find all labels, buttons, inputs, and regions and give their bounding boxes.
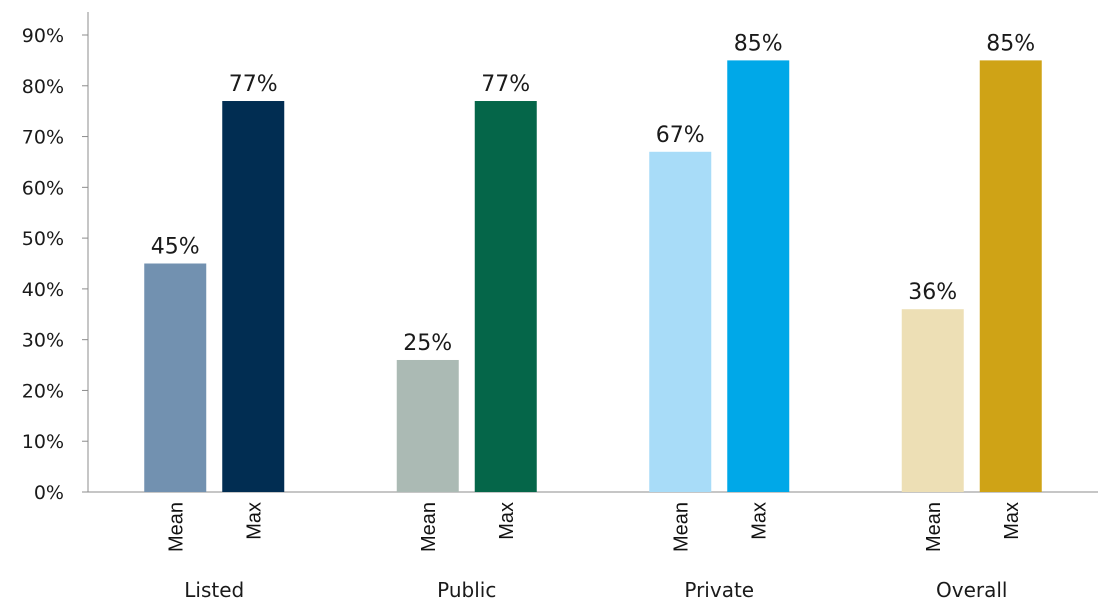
group-label: Listed [184,578,244,602]
data-label: 77% [481,72,530,97]
group-label: Public [437,578,496,602]
bars [144,60,1042,493]
bar-sublabel: Max [243,502,265,540]
bar-private-mean [649,151,712,493]
bar-sublabel: Max [748,502,770,540]
bar-private-max [727,60,790,493]
y-tick-label: 10% [22,431,64,453]
data-label: 85% [734,31,783,56]
data-label: 25% [403,331,452,356]
data-label: 45% [151,235,200,260]
bar-overall-mean [901,309,964,492]
bar-listed-max [222,101,285,492]
bar-sublabel: Mean [418,502,440,552]
bar-listed-mean [144,263,207,492]
data-label: 77% [229,72,278,97]
y-tick-label: 20% [22,380,64,402]
bar-sublabel: Mean [923,502,945,552]
y-tick-label: 0% [34,482,64,504]
bar-sublabel: Max [1001,502,1023,540]
y-tick-label: 40% [22,279,64,301]
bar-overall-max [979,60,1042,493]
y-tick-label: 50% [22,228,64,250]
group-labels: Listed Public Private Overall [184,578,1007,602]
bar-public-max [474,101,537,492]
data-label: 67% [656,123,705,148]
y-tick-label: 60% [22,177,64,199]
bar-public-mean [396,359,459,492]
bar-sublabel: Mean [670,502,692,552]
group-label: Overall [936,578,1007,602]
y-axis: 0% 10% 20% 30% 40% 50% 60% 70% 80% 90% [22,12,89,504]
group-label: Private [684,578,754,602]
y-tick-label: 90% [22,25,64,47]
bar-sublabel: Mean [165,502,187,552]
bar-sublabels: Mean Max Mean Max Mean Max Mean Max [165,502,1023,552]
data-labels: 45% 77% 25% 77% 67% 85% 36% 85% [151,31,1035,356]
bar-sublabel: Max [496,502,518,540]
y-tick-label: 80% [22,76,64,98]
y-tick-label: 30% [22,330,64,352]
y-tick-label: 70% [22,127,64,149]
data-label: 36% [908,280,957,305]
data-label: 85% [986,31,1035,56]
